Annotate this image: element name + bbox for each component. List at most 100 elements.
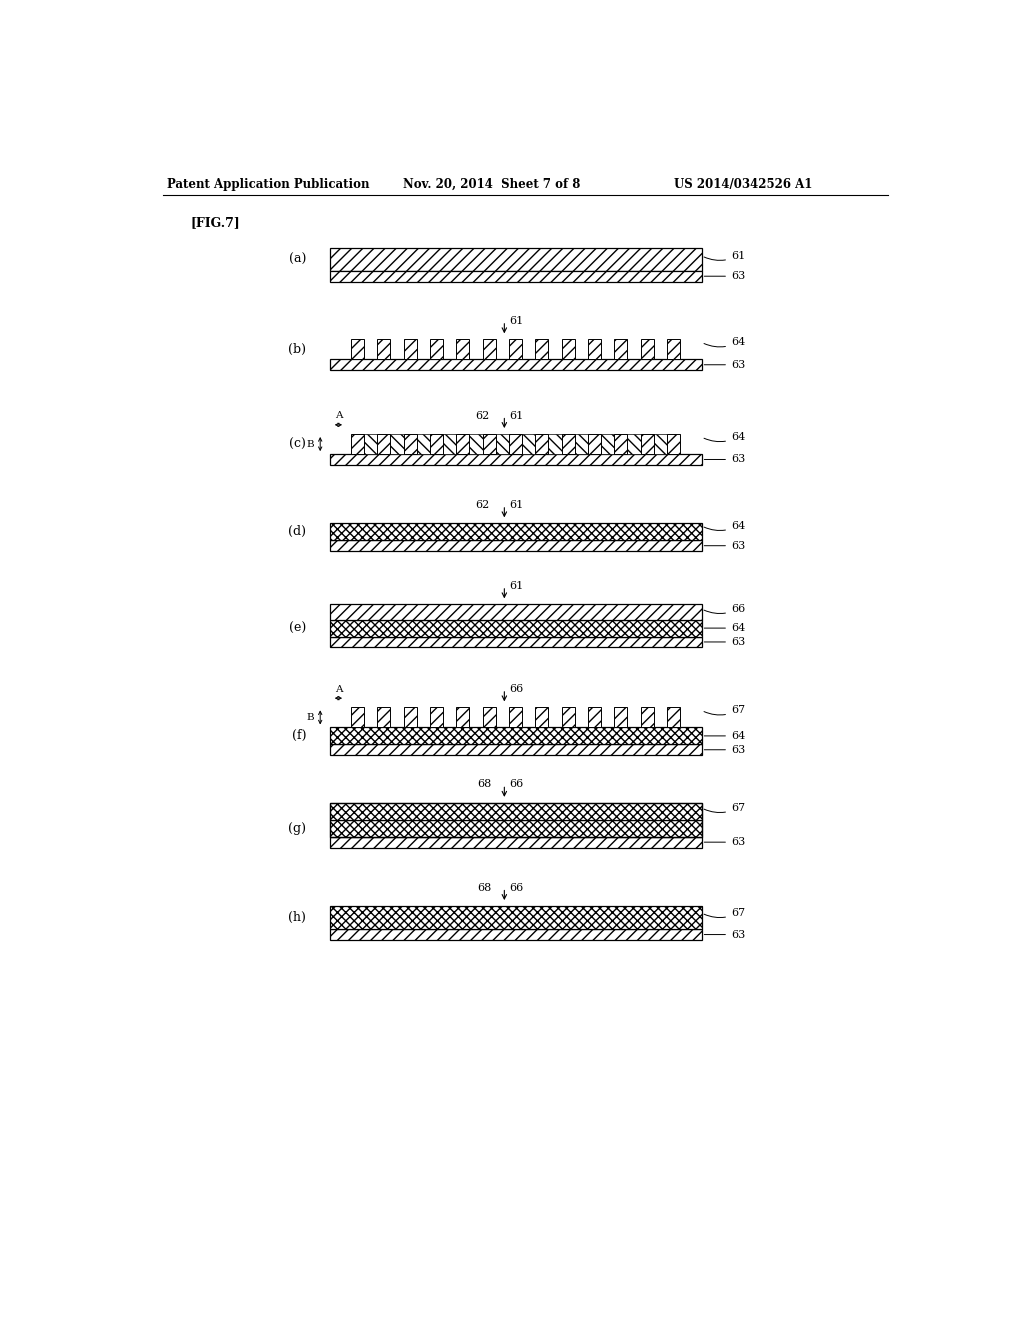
Bar xyxy=(536,434,549,454)
Text: 61: 61 xyxy=(705,251,745,261)
Bar xyxy=(482,708,496,727)
Bar xyxy=(351,708,364,727)
Bar xyxy=(482,434,496,454)
Bar xyxy=(536,708,549,727)
Bar xyxy=(330,248,701,271)
Bar xyxy=(614,339,628,359)
Bar xyxy=(430,434,443,454)
Text: Patent Application Publication: Patent Application Publication xyxy=(167,178,370,190)
Bar xyxy=(330,837,701,847)
Bar xyxy=(549,434,561,454)
Text: 61: 61 xyxy=(509,411,523,421)
Bar xyxy=(330,744,701,755)
Bar xyxy=(614,434,628,454)
Bar xyxy=(601,434,614,454)
Text: 68: 68 xyxy=(477,779,492,789)
Bar xyxy=(330,605,701,619)
Text: 67: 67 xyxy=(705,705,745,715)
Text: 63: 63 xyxy=(705,638,745,647)
Bar xyxy=(330,803,701,837)
Text: B: B xyxy=(306,440,314,449)
Text: 63: 63 xyxy=(705,360,745,370)
Text: 64: 64 xyxy=(705,432,745,442)
Bar xyxy=(330,619,701,636)
Text: 61: 61 xyxy=(509,581,523,591)
Bar xyxy=(377,708,390,727)
Text: 66: 66 xyxy=(509,779,523,789)
Text: B: B xyxy=(306,713,314,722)
Text: 62: 62 xyxy=(475,500,489,510)
Text: 63: 63 xyxy=(705,454,745,465)
Text: (d): (d) xyxy=(288,525,306,539)
Text: (b): (b) xyxy=(288,343,306,356)
Text: 66: 66 xyxy=(705,605,745,614)
Bar xyxy=(430,339,443,359)
Bar xyxy=(330,454,701,465)
Bar xyxy=(330,359,701,370)
Bar xyxy=(351,339,364,359)
Bar xyxy=(614,708,628,727)
Bar xyxy=(561,708,574,727)
Bar xyxy=(457,434,469,454)
Bar xyxy=(628,434,641,454)
Bar xyxy=(588,434,601,454)
Text: (f): (f) xyxy=(292,730,306,742)
Text: A: A xyxy=(335,685,342,693)
Bar xyxy=(403,434,417,454)
Bar xyxy=(430,708,443,727)
Bar xyxy=(641,434,654,454)
Text: 66: 66 xyxy=(509,684,523,694)
Bar xyxy=(364,434,377,454)
Bar xyxy=(330,271,701,281)
Bar xyxy=(509,708,522,727)
Text: US 2014/0342526 A1: US 2014/0342526 A1 xyxy=(675,178,813,190)
Bar xyxy=(330,820,701,837)
Text: (g): (g) xyxy=(288,822,306,834)
Text: 63: 63 xyxy=(705,271,745,281)
Bar xyxy=(667,434,680,454)
Bar xyxy=(574,434,588,454)
Bar xyxy=(330,636,701,647)
Bar xyxy=(457,339,469,359)
Bar xyxy=(330,803,701,820)
Text: 64: 64 xyxy=(705,521,745,531)
Bar xyxy=(377,434,390,454)
Bar xyxy=(588,708,601,727)
Bar xyxy=(457,708,469,727)
Bar xyxy=(403,708,417,727)
Text: A: A xyxy=(335,412,342,420)
Bar xyxy=(667,708,680,727)
Bar xyxy=(561,434,574,454)
Text: 67: 67 xyxy=(705,803,745,813)
Text: 63: 63 xyxy=(705,541,745,550)
Text: 61: 61 xyxy=(509,315,523,326)
Bar xyxy=(482,339,496,359)
Bar xyxy=(330,540,701,552)
Bar xyxy=(654,434,667,454)
Bar xyxy=(536,339,549,359)
Bar xyxy=(509,434,522,454)
Text: 67: 67 xyxy=(705,908,745,917)
Bar xyxy=(588,339,601,359)
Text: 62: 62 xyxy=(475,411,489,421)
Bar xyxy=(496,434,509,454)
Bar xyxy=(330,906,701,929)
Bar xyxy=(509,339,522,359)
Text: 61: 61 xyxy=(509,500,523,510)
Text: (e): (e) xyxy=(289,622,306,635)
Bar xyxy=(417,434,430,454)
Bar xyxy=(330,524,701,540)
Text: 64: 64 xyxy=(705,338,745,347)
Bar xyxy=(351,434,364,454)
Bar xyxy=(403,339,417,359)
Text: 63: 63 xyxy=(705,837,745,847)
Text: 68: 68 xyxy=(477,883,492,892)
Bar xyxy=(641,708,654,727)
Text: (a): (a) xyxy=(289,252,306,265)
Bar xyxy=(522,434,536,454)
Bar xyxy=(330,727,701,744)
Text: 63: 63 xyxy=(705,744,745,755)
Bar xyxy=(330,929,701,940)
Text: [FIG.7]: [FIG.7] xyxy=(190,216,240,230)
Text: 63: 63 xyxy=(705,929,745,940)
